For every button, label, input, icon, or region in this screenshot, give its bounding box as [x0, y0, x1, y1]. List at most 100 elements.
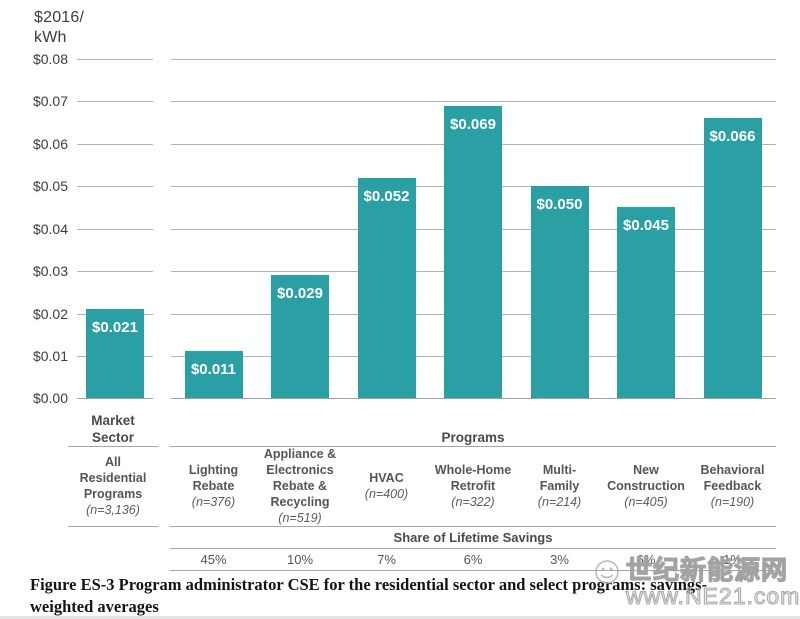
watermark-site-name: 世纪新能源网: [625, 555, 789, 585]
y-axis-unit-line2: kWh: [34, 29, 67, 46]
share-header: Share of Lifetime Savings: [170, 529, 776, 546]
bar-lighting-rebate: $0.011: [184, 351, 243, 398]
gridline-segment: [77, 59, 153, 60]
program-name: Lighting Rebate: [188, 463, 239, 493]
gridline-0.07: [0, 101, 800, 102]
figure-caption: Figure ES-3 Program administrator CSE fo…: [30, 574, 707, 618]
watermark-url: www.NE21.com: [625, 583, 800, 609]
gridline-segment: [77, 229, 153, 230]
share-value: 3%: [550, 552, 569, 567]
program-name-cell: Whole-Home Retrofit (n=322): [430, 448, 516, 524]
program-n: (n=376): [191, 495, 236, 509]
program-name: HVAC: [369, 471, 404, 485]
bar-column-whole-home: $0.069: [430, 59, 516, 398]
watermark: 世纪新能源网 www.NE21.com: [592, 555, 800, 609]
bar-column-behavioral: $0.066: [689, 59, 776, 398]
program-name-cell: Behavioral Feedback (n=190): [689, 448, 776, 524]
bar-column-appliance: $0.029: [257, 59, 343, 398]
y-axis-unit: $2016/ kWh: [34, 8, 84, 48]
share-value: 7%: [377, 552, 396, 567]
bar-multi-family: $0.050: [530, 186, 589, 398]
y-tick-label: $0.05: [32, 178, 68, 194]
y-axis-unit-line1: $2016/: [34, 9, 85, 26]
gridline-segment: [77, 144, 153, 145]
divider-programs-header: [170, 446, 776, 447]
figure-caption-line1: Figure ES-3 Program administrator CSE fo…: [30, 575, 708, 594]
program-name-cell: HVAC (n=400): [343, 448, 430, 524]
bar-value-label: $0.050: [536, 196, 583, 213]
y-tick-label: $0.02: [32, 306, 68, 322]
program-n: (n=400): [364, 487, 409, 501]
market-name: All Residential Programs: [79, 455, 147, 501]
watermark-logo-icon: [595, 560, 619, 584]
market-sector-header: Market Sector: [68, 404, 158, 446]
bar-value-label: $0.052: [363, 188, 410, 205]
programs-header-label: Programs: [441, 430, 505, 445]
program-name-cell: Multi-Family (n=214): [516, 448, 603, 524]
program-name: Appliance & Electronics Rebate & Recycli…: [263, 447, 337, 509]
bar-column-multi-family: $0.050: [516, 59, 603, 398]
market-n: (n=3,136): [86, 503, 140, 517]
bar-column-lighting-rebate: $0.011: [170, 59, 257, 398]
y-tick-label: $0.01: [32, 348, 68, 364]
divider-share-values: [170, 570, 776, 571]
axis-segment: [77, 398, 153, 399]
divider-program-names: [170, 526, 776, 527]
bar-value-label: $0.011: [190, 361, 237, 378]
gridline-segment: [77, 271, 153, 272]
bar-appliance: $0.029: [271, 275, 329, 398]
axis-segment: [171, 398, 776, 399]
share-value: 10%: [286, 552, 314, 567]
bar-whole-home-retrofit: $0.069: [444, 106, 502, 398]
y-tick-label: $0.07: [32, 93, 68, 109]
program-n: (n=190): [710, 495, 755, 509]
figure-caption-line2: weighted averages: [30, 597, 159, 616]
gridline-segment: [171, 59, 776, 60]
gridline-segment: [77, 186, 153, 187]
market-sector-header-label: Market Sector: [91, 413, 135, 445]
share-header-label: Share of Lifetime Savings: [393, 530, 553, 545]
program-name: Whole-Home Retrofit: [434, 463, 512, 493]
watermark-text: 世纪新能源网 www.NE21.com: [625, 555, 800, 609]
program-n: (n=322): [451, 495, 495, 509]
bottom-edge-strip: [0, 616, 800, 619]
bar-value-label: $0.069: [450, 116, 496, 133]
y-tick-label: $0.00: [32, 390, 68, 406]
x-axis-line: [0, 398, 800, 399]
bar-value-label: $0.021: [92, 319, 138, 336]
gridline-0.08: [0, 59, 800, 60]
program-name-cell: New Construction (n=405): [603, 448, 689, 524]
programs-header: Programs: [170, 426, 776, 446]
y-tick-label: $0.03: [32, 263, 68, 279]
bar-column-new-construction: $0.045: [603, 59, 689, 398]
program-name: Behavioral Feedback: [700, 463, 765, 493]
bar-behavioral-feedback: $0.066: [703, 118, 762, 398]
program-name: New Construction: [607, 463, 685, 493]
y-tick-label: $0.04: [32, 221, 68, 237]
share-value: 6%: [463, 552, 483, 567]
y-tick-label: $0.08: [32, 51, 68, 67]
share-value: 1%: [723, 552, 742, 567]
gridline-segment: [171, 101, 776, 102]
share-value: 45%: [200, 552, 227, 567]
program-n: (n=519): [278, 511, 322, 525]
divider-market-header: [68, 446, 158, 447]
bar-value-label: $0.029: [277, 285, 323, 302]
divider-market-names: [68, 526, 158, 527]
gridline-segment: [77, 101, 153, 102]
program-name: Multi-Family: [539, 463, 580, 493]
bar-column-hvac: $0.052: [343, 59, 430, 398]
bar-value-label: $0.066: [709, 128, 756, 145]
divider-share-header: [170, 548, 776, 549]
program-n: (n=214): [537, 495, 582, 509]
bar-all-residential: $0.021: [86, 309, 144, 398]
share-value: 6%: [636, 552, 656, 567]
bar-new-construction: $0.045: [617, 207, 675, 398]
bar-value-label: $0.045: [623, 217, 669, 234]
program-n: (n=405): [624, 495, 668, 509]
y-tick-label: $0.06: [32, 136, 68, 152]
program-name-cell: Lighting Rebate (n=376): [170, 448, 257, 524]
program-name-cell: Appliance & Electronics Rebate & Recycli…: [257, 447, 343, 525]
bar-column-market: $0.021: [75, 59, 155, 398]
